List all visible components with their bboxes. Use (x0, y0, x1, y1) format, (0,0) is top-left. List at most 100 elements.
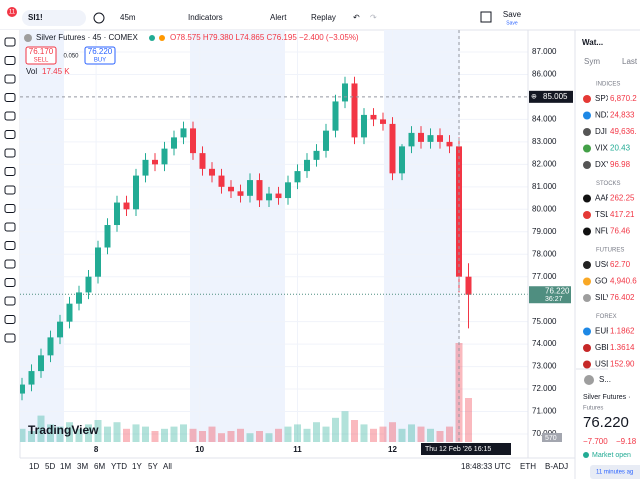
tool-icon[interactable] (4, 37, 16, 47)
volume-bar (47, 424, 54, 442)
add-symbol[interactable] (93, 12, 105, 24)
badge-count: 11 (9, 10, 16, 16)
candle-body (76, 292, 82, 304)
y-tick-label: 73.000 (532, 362, 557, 371)
sell-button[interactable] (25, 46, 57, 65)
row-bg (608, 109, 640, 122)
buy-button[interactable] (84, 46, 116, 65)
x-tick-label: 12 (388, 445, 397, 454)
candle-body (38, 355, 44, 372)
tool-icon[interactable] (4, 222, 16, 232)
sell-label[interactable]: SELL (34, 58, 49, 64)
detail-change: −7.700 (583, 437, 608, 446)
tool-icon[interactable] (4, 278, 16, 287)
watchlist-title[interactable]: Wat... (582, 38, 603, 47)
replay[interactable]: Replay (311, 13, 336, 22)
vol-label: Vol (26, 67, 37, 76)
row-symbol[interactable]: USOIL (595, 260, 620, 269)
tool-icon[interactable] (4, 259, 16, 269)
volume-bar (199, 431, 206, 442)
tool-icon[interactable] (4, 93, 16, 102)
row-symbol[interactable]: NDX (595, 111, 613, 120)
range-button[interactable]: 1M (60, 462, 71, 471)
row-symbol[interactable]: SPX (595, 94, 612, 103)
tool-icon[interactable] (4, 204, 16, 213)
range-button[interactable]: 5Y (148, 462, 158, 471)
range-button[interactable]: YTD (111, 462, 127, 471)
logo: TradingView (28, 423, 99, 437)
tool-icon[interactable] (4, 56, 16, 65)
symbol[interactable]: SI1! (28, 13, 43, 22)
drawing-tools (4, 37, 16, 343)
candle-body (209, 168, 215, 176)
symbol-icon (583, 194, 591, 203)
tool-icon[interactable] (4, 111, 16, 121)
undo[interactable]: ↶ (353, 13, 360, 22)
range-button[interactable]: 5D (45, 462, 55, 471)
layout[interactable] (480, 11, 492, 23)
volume-bar (189, 428, 197, 442)
y-tick-label: 75.000 (532, 317, 557, 326)
range-button[interactable]: 1D (29, 462, 39, 471)
eth[interactable]: ETH (520, 462, 536, 471)
volume-bar (66, 422, 73, 442)
tool-icon[interactable] (4, 296, 16, 306)
tool-icon[interactable] (4, 167, 16, 176)
indicators[interactable]: Indicators (188, 13, 223, 22)
x-tick-label: 10 (195, 445, 204, 454)
row-bg (608, 192, 640, 205)
candle-body (418, 132, 424, 142)
detail-symbol: S... (599, 375, 611, 384)
row-last: 24,833 (610, 111, 635, 120)
tool-icon[interactable] (4, 185, 16, 195)
volume-bar (237, 428, 244, 442)
volume-bar (256, 431, 263, 442)
buy-price[interactable]: 76.220 (88, 47, 113, 56)
volume-bar (180, 424, 187, 442)
row-symbol[interactable]: DJI (595, 127, 607, 136)
save[interactable]: Save (503, 10, 522, 19)
row-symbol[interactable]: TSLA (595, 210, 616, 219)
crosshair-price-box (529, 90, 573, 103)
row-last: 76.402 (610, 293, 635, 302)
tool-icon[interactable] (4, 130, 16, 139)
row-symbol[interactable]: NFLX (595, 227, 616, 236)
y-tick-label: 72.000 (532, 384, 557, 393)
symbol-icon (583, 227, 591, 236)
x-tick-label: 8 (94, 445, 99, 454)
range-button[interactable]: All (163, 462, 172, 471)
volume-bar (284, 426, 292, 442)
row-symbol[interactable]: VIX (595, 144, 609, 153)
candle-body (342, 83, 348, 102)
interval[interactable]: 45m (120, 13, 136, 22)
badge (7, 7, 17, 17)
badj[interactable]: B-ADJ (545, 462, 568, 471)
tool-icon[interactable] (4, 315, 16, 324)
symbol-icon (583, 144, 591, 153)
volume-bar (56, 426, 64, 442)
y-tick-label: 86.000 (532, 70, 557, 79)
range-button[interactable]: 1Y (132, 462, 142, 471)
sell-price[interactable]: 76.170 (29, 47, 54, 56)
buy-label[interactable]: BUY (94, 58, 106, 64)
range-button[interactable]: 6M (94, 462, 105, 471)
symbol-search[interactable] (22, 10, 86, 26)
volume-bar (417, 426, 425, 442)
volume-bar (322, 426, 330, 442)
detail-name: Silver Futures · (583, 394, 630, 401)
row-symbol[interactable]: AAPL (595, 194, 616, 203)
tool-icon[interactable] (4, 333, 16, 343)
y-tick-label: 87.000 (532, 47, 557, 56)
candle-body (332, 101, 339, 131)
row-symbol[interactable]: GOLD (595, 277, 618, 286)
tool-icon[interactable] (4, 241, 16, 250)
y-tick-label: 84.000 (532, 115, 557, 124)
tool-icon[interactable] (4, 148, 16, 158)
tool-icon[interactable] (4, 74, 16, 84)
row-symbol[interactable]: DXY (595, 160, 612, 169)
volume-bar (303, 428, 311, 442)
row-last: 96.98 (610, 160, 631, 169)
range-button[interactable]: 3M (77, 462, 88, 471)
candle-body (266, 193, 272, 201)
alert[interactable]: Alert (270, 13, 287, 22)
